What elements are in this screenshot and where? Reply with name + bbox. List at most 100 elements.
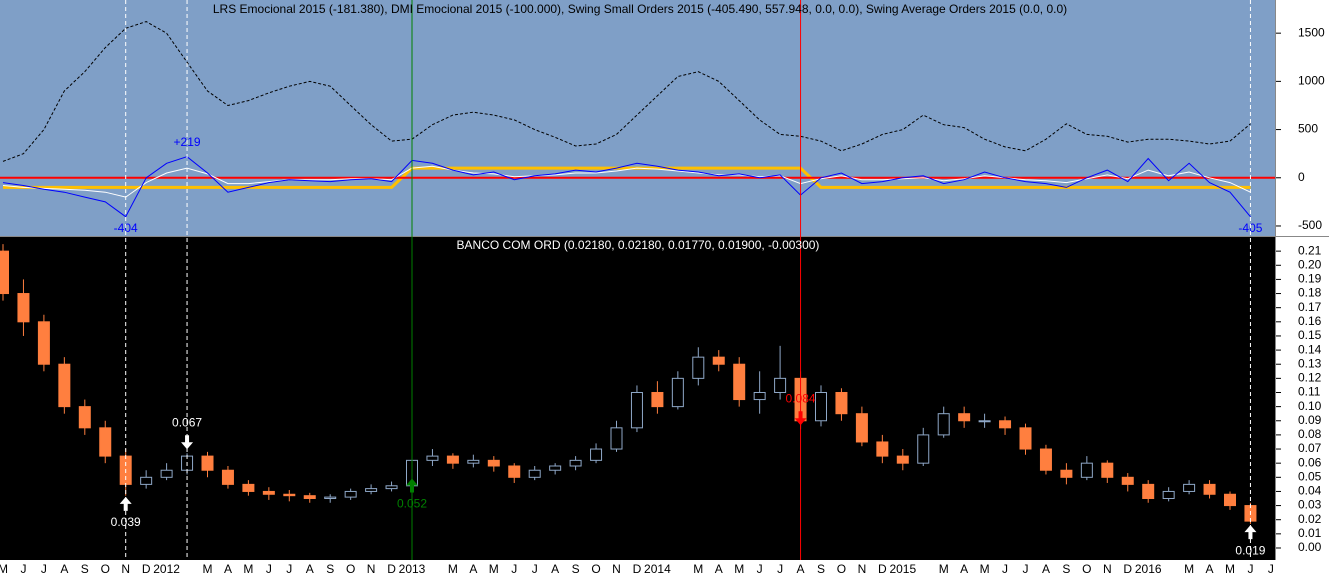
candle-body [446, 455, 459, 464]
candle-body [508, 465, 521, 478]
y-tick-label: 0.07 [1298, 441, 1322, 455]
candle-body [712, 356, 725, 365]
x-tick-label: S [1062, 562, 1070, 576]
x-tick-label: S [81, 562, 89, 576]
candle-body [876, 441, 889, 457]
x-tick-label: O [837, 562, 846, 576]
candle-body [242, 483, 255, 492]
candle-body [487, 459, 500, 467]
x-tick-label: S [572, 562, 580, 576]
candle-body [99, 427, 112, 457]
candle-body [835, 391, 848, 415]
x-tick-label: A [1206, 562, 1214, 576]
signal-arrow [119, 496, 132, 511]
candle-body [17, 293, 30, 323]
y-tick-label: 0.16 [1298, 314, 1322, 328]
x-tick-label: A [1042, 562, 1050, 576]
y-tick-label: 0.17 [1298, 300, 1322, 314]
candle-body [590, 448, 603, 461]
indicator-title: LRS Emocional 2015 (-181.380), DMI Emoci… [213, 2, 1067, 16]
y-tick-label: 0.12 [1298, 371, 1322, 385]
candle-body [896, 455, 909, 464]
candle-body [0, 250, 9, 295]
candle-body [365, 488, 378, 492]
x-tick-label: O [1082, 562, 1091, 576]
candle-body [1121, 476, 1134, 485]
x-tick-label: J [1268, 562, 1274, 576]
candle-body [201, 455, 214, 471]
candle-body [1224, 493, 1236, 507]
candle-body [1101, 462, 1114, 478]
x-tick-label: A [960, 562, 968, 576]
candle-body [1142, 483, 1155, 500]
x-tick-label: D [633, 562, 642, 576]
x-tick-label: J [266, 562, 272, 576]
signal-arrow [406, 478, 418, 493]
y-tick-label: 0.02 [1298, 512, 1322, 526]
candle-body [630, 391, 643, 429]
x-tick-label: A [715, 562, 723, 576]
signal-arrow [794, 411, 807, 426]
y-tick-label: 0.21 [1298, 243, 1322, 257]
candle-body [262, 490, 275, 495]
x-tick-label: A [469, 562, 477, 576]
candle-body [528, 469, 541, 478]
candle-body [1162, 490, 1175, 500]
candle-body [958, 413, 971, 422]
x-tick-label: D [1123, 562, 1132, 576]
x-tick-label: J [41, 562, 47, 576]
x-tick-label: M [734, 562, 744, 576]
y-tick-label: 0.10 [1298, 399, 1322, 413]
candle-body [917, 434, 930, 464]
y-tick-label: 0.01 [1298, 526, 1322, 540]
x-tick-label: D [878, 562, 887, 576]
candle-body [999, 420, 1012, 429]
x-tick-label: M [1184, 562, 1194, 576]
x-tick-label: M [980, 562, 990, 576]
x-tick-label: N [121, 562, 130, 576]
y-tick-label: 0.06 [1298, 455, 1322, 469]
x-tick-label: O [346, 562, 355, 576]
y-tick-label: 0.05 [1298, 469, 1322, 483]
x-tick-label: 2013 [399, 562, 426, 576]
y-tick-label: 1000 [1298, 74, 1325, 88]
y-tick-label: 0.18 [1298, 286, 1322, 300]
x-tick-label: S [326, 562, 334, 576]
x-tick-label: M [0, 562, 8, 576]
x-tick-label: M [1225, 562, 1235, 576]
signal-label: 0.084 [786, 391, 816, 405]
y-tick-label: 0.04 [1298, 484, 1322, 498]
candle-body [651, 391, 664, 408]
x-tick-label: J [511, 562, 517, 576]
x-tick-label: J [757, 562, 763, 576]
candle-body [549, 465, 562, 471]
x-tick-label: A [224, 562, 232, 576]
y-tick-label: -500 [1298, 218, 1322, 232]
x-tick-label: A [797, 562, 805, 576]
x-tick-label: 2012 [153, 562, 180, 576]
candle-body [324, 496, 337, 500]
series-line [2, 156, 1251, 218]
x-tick-label: N [858, 562, 867, 576]
candle-body [467, 459, 480, 464]
signal-arrow [181, 435, 194, 450]
candle-body [855, 413, 868, 443]
candle-body [344, 490, 357, 498]
candle-body [140, 476, 153, 485]
signal-label: 0.067 [172, 415, 202, 429]
candle-body [978, 420, 991, 423]
y-tick-label: 0.08 [1298, 427, 1322, 441]
candle-body [753, 391, 766, 401]
y-tick-label: 0.09 [1298, 413, 1322, 427]
y-tick-label: 0.13 [1298, 356, 1322, 370]
y-tick-label: 0.19 [1298, 272, 1322, 286]
x-tick-label: D [142, 562, 151, 576]
candle-body [774, 377, 787, 393]
x-tick-label: J [532, 562, 538, 576]
y-tick-label: 0 [1298, 170, 1305, 184]
signal-label: 0.039 [111, 515, 141, 529]
candle-body [671, 377, 684, 408]
series-line [2, 21, 1251, 162]
candle-body [569, 459, 582, 467]
